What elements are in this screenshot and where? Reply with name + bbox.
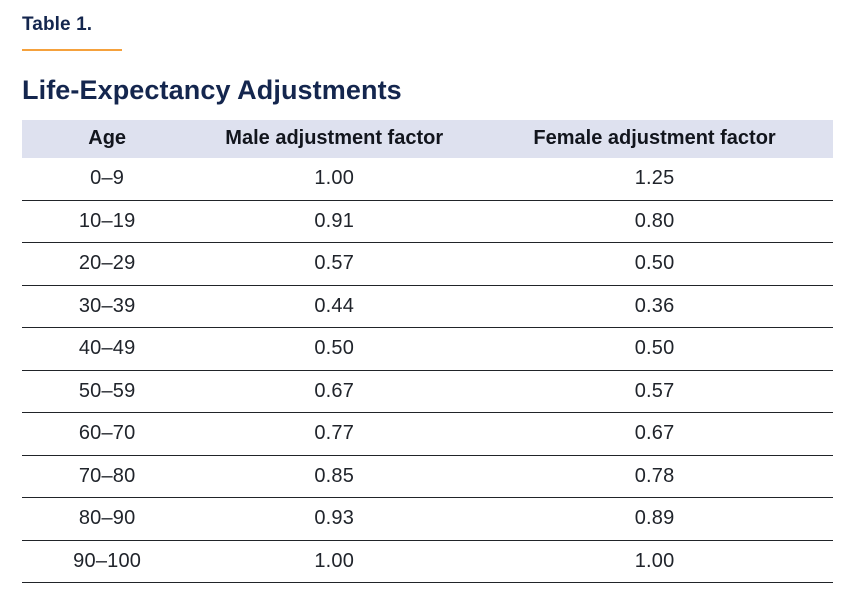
male-factor-cell: 0.93 (192, 497, 477, 541)
age-cell: 40–49 (22, 327, 193, 371)
male-factor-cell: 0.91 (192, 200, 477, 244)
table-row: 30–39 0.44 0.36 (22, 285, 833, 329)
female-factor-cell: 0.78 (476, 455, 833, 499)
male-factor-cell: 1.00 (192, 540, 477, 584)
female-factor-cell: 0.50 (476, 327, 833, 371)
male-factor-cell: 0.67 (192, 370, 477, 414)
age-cell: 10–19 (22, 200, 193, 244)
male-factor-cell: 0.50 (192, 327, 477, 371)
female-factor-cell: 0.67 (476, 412, 833, 456)
column-header-female-factor: Female adjustment factor (476, 119, 833, 158)
female-factor-cell: 1.25 (476, 157, 833, 201)
table-row: 70–80 0.85 0.78 (22, 455, 833, 499)
male-factor-cell: 0.57 (192, 242, 477, 286)
female-factor-cell: 0.36 (476, 285, 833, 329)
male-factor-cell: 0.85 (192, 455, 477, 499)
age-cell: 20–29 (22, 242, 193, 286)
age-cell: 60–70 (22, 412, 193, 456)
table-row: 0–9 1.00 1.25 (22, 157, 833, 201)
accent-divider (22, 48, 122, 51)
table-row: 50–59 0.67 0.57 (22, 370, 833, 414)
female-factor-cell: 0.89 (476, 497, 833, 541)
table-label: Table 1. (22, 14, 93, 35)
table-header-row: Age Male adjustment factor Female adjust… (22, 119, 833, 158)
age-cell: 80–90 (22, 497, 193, 541)
page-title: Life-Expectancy Adjustments (22, 74, 402, 105)
female-factor-cell: 0.80 (476, 200, 833, 244)
female-factor-cell: 0.50 (476, 242, 833, 286)
table-row: 40–49 0.50 0.50 (22, 327, 833, 371)
column-header-male-factor: Male adjustment factor (192, 119, 477, 158)
table-row: 90–100 1.00 1.00 (22, 540, 833, 584)
table-body: 0–9 1.00 1.25 10–19 0.91 0.80 20–29 0.57 0.50 30–… (22, 157, 833, 584)
age-cell: 70–80 (22, 455, 193, 499)
female-factor-cell: 1.00 (476, 540, 833, 584)
age-cell: 30–39 (22, 285, 193, 329)
column-header-age: Age (22, 119, 193, 158)
age-cell: 50–59 (22, 370, 193, 414)
life-expectancy-table: Age Male adjustment factor Female adjust… (22, 119, 833, 584)
age-cell: 90–100 (22, 540, 193, 584)
female-factor-cell: 0.57 (476, 370, 833, 414)
male-factor-cell: 0.44 (192, 285, 477, 329)
age-cell: 0–9 (22, 157, 193, 201)
table-row: 60–70 0.77 0.67 (22, 412, 833, 456)
table-row: 20–29 0.57 0.50 (22, 242, 833, 286)
table-row: 10–19 0.91 0.80 (22, 200, 833, 244)
male-factor-cell: 0.77 (192, 412, 477, 456)
male-factor-cell: 1.00 (192, 157, 477, 201)
table-row: 80–90 0.93 0.89 (22, 497, 833, 541)
